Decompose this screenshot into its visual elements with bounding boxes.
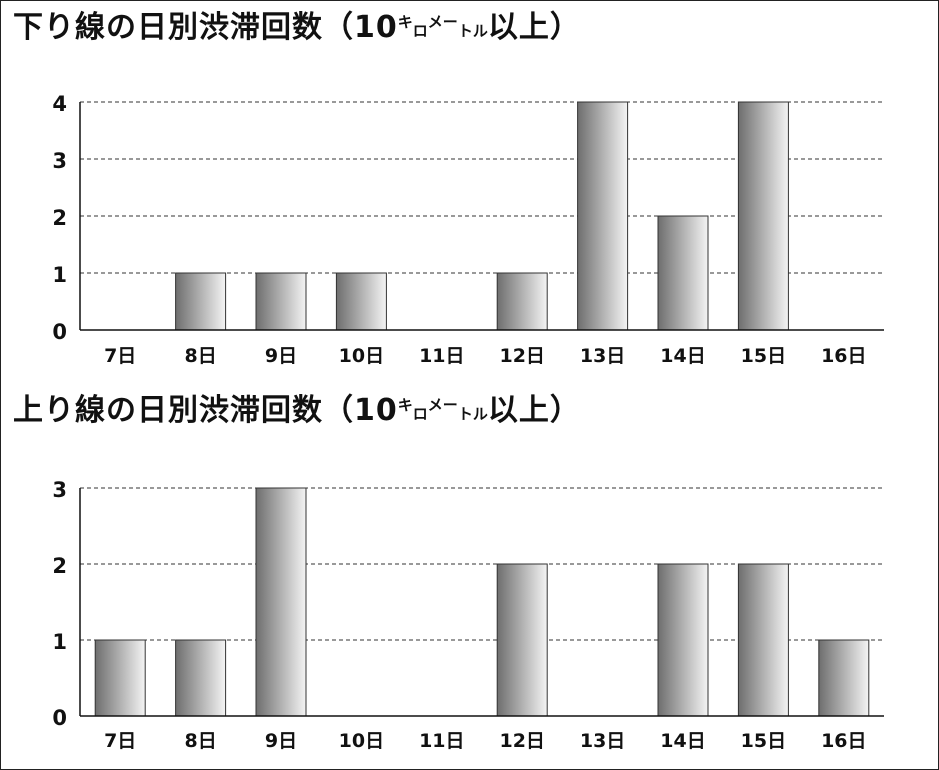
title-down-me: メ	[427, 13, 443, 31]
chart-up: 0 1 2 3 7日 8日 9日 10日 11日 12日 13日 14日 15日 16日	[52, 478, 884, 752]
x-tick-label-down-8日: 8日	[184, 345, 216, 367]
x-tick-label-down-9日: 9日	[265, 345, 297, 367]
bar-up-8日	[175, 639, 227, 717]
chart-down: 0 1 2 3 4 7日 8日 9日 10日 11日 12日 13日 14日 15日 16日	[52, 92, 884, 367]
title-up-ki: キ	[397, 396, 413, 414]
title-down-to: ー	[442, 13, 458, 31]
x-tick-label-up-9日: 9日	[265, 730, 297, 752]
bar-down-13日	[577, 101, 629, 331]
bar-up-7日	[94, 639, 146, 717]
bar-up-14日	[657, 563, 709, 717]
title-up-main: 上り線の日別渋滞回数（10	[13, 393, 398, 428]
y-tick-label-down-3: 3	[52, 149, 67, 173]
x-tick-label-up-14日: 14日	[660, 730, 705, 752]
bar-down-14日	[657, 215, 709, 331]
y-tick-label-down-2: 2	[52, 206, 67, 230]
x-tick-label-down-7日: 7日	[104, 345, 136, 367]
x-tick-label-up-11日: 11日	[419, 730, 464, 752]
x-tick-label-down-12日: 12日	[499, 345, 544, 367]
title-down-ro: ロ	[412, 22, 428, 40]
x-tick-label-down-10日: 10日	[339, 345, 384, 367]
y-tick-label-up-0: 0	[52, 706, 67, 730]
x-tick-label-down-15日: 15日	[741, 345, 786, 367]
y-tick-label-up-1: 1	[52, 630, 67, 654]
x-tick-label-down-11日: 11日	[419, 345, 464, 367]
title-up-ru: トル	[457, 405, 488, 423]
x-tick-label-up-10日: 10日	[339, 730, 384, 752]
bar-up-16日	[818, 639, 870, 717]
title-down-main: 下り線の日別渋滞回数（10	[13, 10, 398, 45]
x-tick-label-down-13日: 13日	[580, 345, 625, 367]
title-up-me: メ	[427, 396, 443, 414]
bar-up-15日	[737, 563, 789, 717]
y-tick-label-down-0: 0	[52, 320, 67, 344]
y-tick-label-up-2: 2	[52, 554, 67, 578]
x-tick-label-up-8日: 8日	[184, 730, 216, 752]
bar-down-8日	[175, 272, 227, 331]
title-down-ki: キ	[397, 13, 413, 31]
x-tick-label-up-12日: 12日	[499, 730, 544, 752]
chart-title-down: 下り線の日別渋滞回数（10キロメートル以上）	[13, 13, 581, 43]
chart-title-up: 上り線の日別渋滞回数（10キロメートル以上）	[13, 396, 581, 426]
bar-down-12日	[496, 272, 548, 331]
bar-up-9日	[255, 487, 307, 717]
title-up-ro: ロ	[412, 405, 428, 423]
bar-up-12日	[496, 563, 548, 717]
x-tick-label-down-16日: 16日	[821, 345, 866, 367]
y-tick-label-down-4: 4	[52, 92, 67, 116]
x-tick-label-up-15日: 15日	[741, 730, 786, 752]
y-tick-label-up-3: 3	[52, 478, 67, 502]
bar-down-15日	[737, 101, 789, 331]
x-tick-label-up-7日: 7日	[104, 730, 136, 752]
title-up-tail: 以上）	[487, 393, 581, 428]
title-down-tail: 以上）	[487, 10, 581, 45]
bar-down-9日	[255, 272, 307, 331]
bar-down-10日	[335, 272, 387, 331]
y-tick-label-down-1: 1	[52, 263, 67, 287]
x-tick-label-up-13日: 13日	[580, 730, 625, 752]
x-tick-label-down-14日: 14日	[660, 345, 705, 367]
x-tick-label-up-16日: 16日	[821, 730, 866, 752]
title-down-ru: トル	[457, 22, 488, 40]
title-up-to: ー	[442, 396, 458, 414]
